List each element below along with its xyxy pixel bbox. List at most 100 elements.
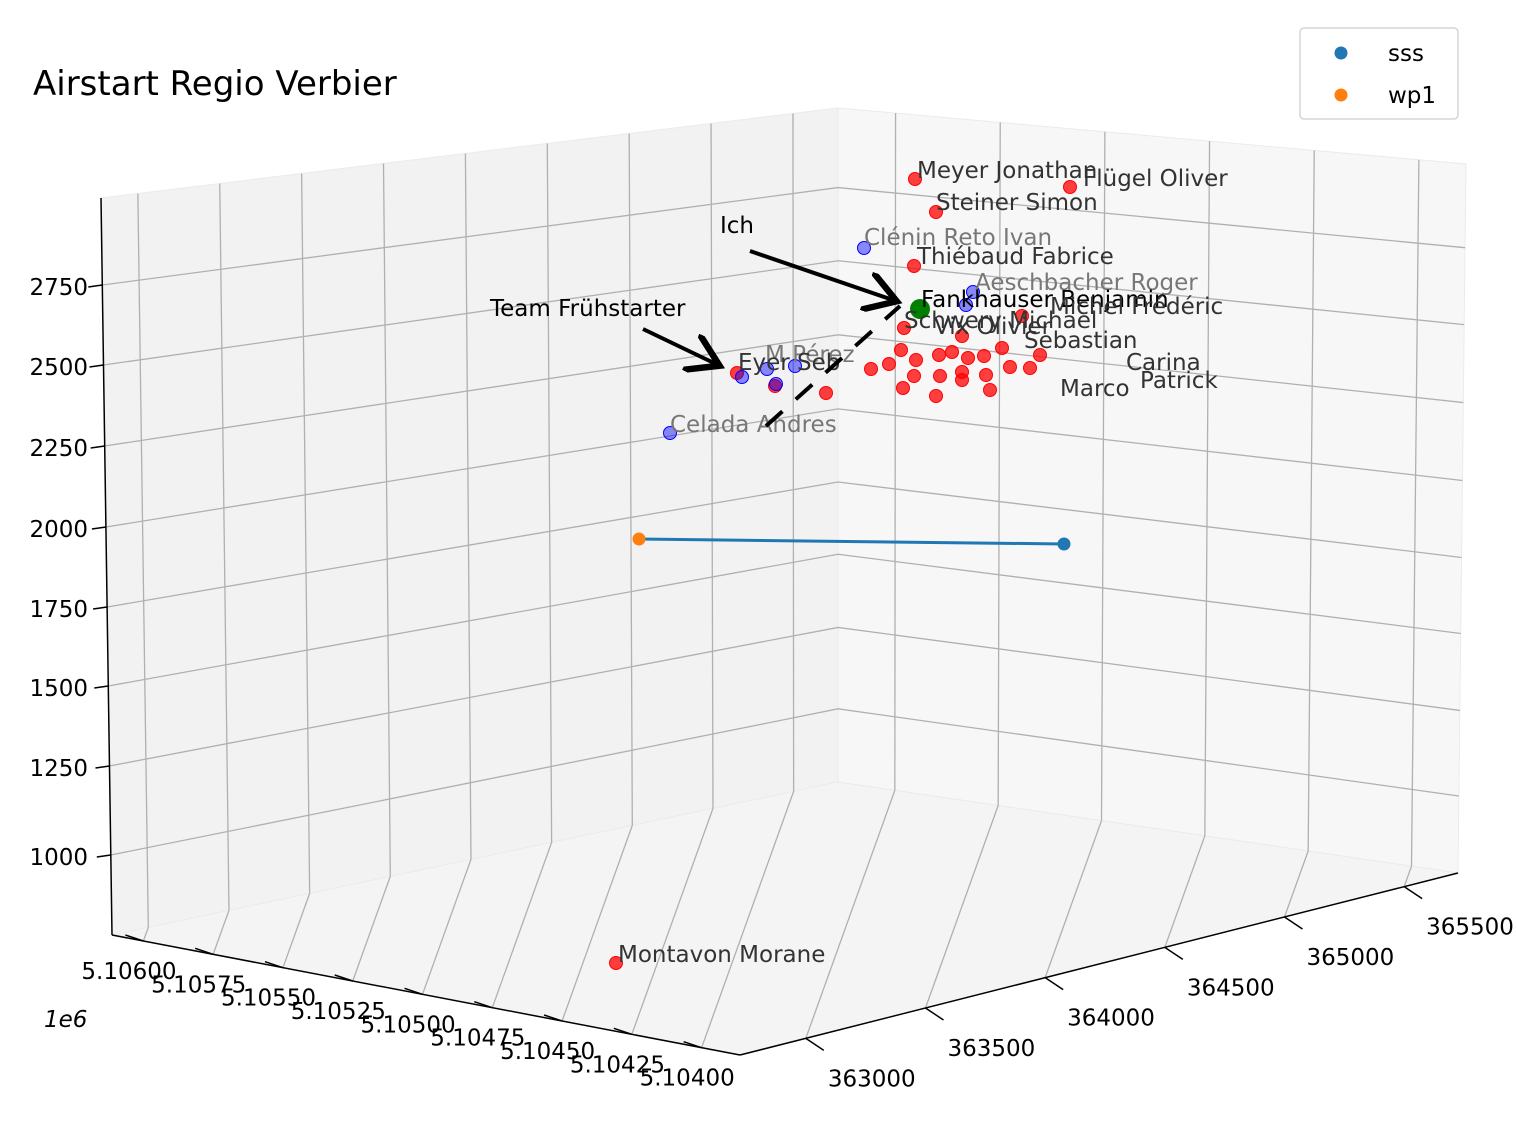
z-gridline (109, 626, 1460, 767)
z-tick-mark (95, 765, 110, 769)
x-tick-mark (805, 1037, 825, 1051)
y-gridline (382, 163, 391, 877)
x-gridline (997, 122, 1001, 806)
x-tick-label: 365000 (1306, 945, 1394, 971)
offset-label: 1e6 (44, 1007, 87, 1033)
legend-label-wp1: wp1 (1388, 83, 1436, 109)
pilot-points (609, 172, 1077, 970)
y-axis-line (111, 934, 741, 1056)
pilot-label: Vix Olivier (934, 314, 1052, 340)
y-tick-label: 5.10425 (570, 1052, 665, 1078)
y-gridline (792, 113, 795, 792)
y-gridline (628, 133, 633, 826)
grid-lines (102, 113, 1466, 1048)
pilot-label: Thiébaud Fabrice (916, 244, 1114, 270)
y-gridline (464, 153, 472, 860)
pilot-point (945, 345, 959, 359)
x-floor-gridline (1283, 850, 1309, 918)
pilot-label: Sebastian (1024, 328, 1138, 354)
pilot-label: Patrick (1140, 368, 1218, 394)
z-tick-label: 1750 (29, 597, 88, 623)
pilot-label: Michel Frédéric (1050, 294, 1223, 320)
pilot-point (819, 386, 833, 400)
annotation-ich-arrow (749, 249, 893, 300)
z-tick-label: 2500 (29, 355, 88, 381)
z-tick-mark (90, 445, 105, 449)
pilot-point (961, 351, 975, 365)
x-floor-gridline (924, 805, 999, 1009)
y-gridline (546, 143, 553, 843)
team-point (735, 370, 749, 384)
pilot-point (1063, 180, 1077, 194)
y-tick-label: 5.10400 (640, 1066, 735, 1092)
legend-marker-sss (1334, 46, 1348, 60)
back-right-pane (837, 107, 1467, 874)
annotation-team-fruehstarter: Team Frühstarter (489, 296, 686, 322)
team-point (769, 377, 783, 391)
y-gridline (219, 183, 230, 911)
pilot-label: M Pérez (765, 342, 855, 368)
pilot-point (897, 321, 911, 335)
z-tick-mark (91, 526, 107, 530)
tick-labels: 1000 1250 1500 1750 2000 2250 2500 2750 363000 36… (29, 275, 1514, 1092)
y-gridline (710, 123, 714, 809)
z-tick-mark (88, 284, 103, 288)
pilot-point (864, 362, 878, 376)
pilot-label: Eyer Seb (738, 350, 840, 376)
me-point (910, 299, 930, 319)
z-gridline (104, 334, 1464, 447)
y-floor-gridline (491, 842, 553, 1008)
route-line (638, 537, 1065, 546)
y-floor-gridline (352, 876, 391, 982)
y-tick-label: 5.10600 (81, 959, 176, 985)
legend: sss wp1 (1299, 27, 1459, 120)
x-tick-mark (1164, 946, 1184, 960)
x-tick-label: 363500 (947, 1036, 1035, 1062)
z-tick-label: 2750 (29, 275, 88, 301)
x-tick-mark (1403, 886, 1423, 900)
axes (88, 197, 1459, 1056)
pilot-point (907, 259, 921, 273)
x-floor-gridline (805, 790, 896, 1039)
x-gridline (1204, 141, 1211, 836)
y-tick-label: 5.10525 (291, 999, 386, 1025)
x-axis-line (739, 872, 1459, 1056)
pilot-label: Meyer Jonathan (917, 158, 1097, 184)
z-tick-label: 2000 (29, 517, 88, 543)
pilot-point (908, 172, 922, 186)
team-point (663, 426, 677, 440)
z-tick-mark (92, 606, 108, 610)
team-point (788, 359, 802, 373)
z-gridline (102, 186, 1466, 286)
pilot-point (896, 381, 910, 395)
x-tick-label: 365500 (1426, 915, 1514, 941)
pilot-label: Celada Andres (670, 412, 837, 438)
pilot-point (955, 329, 969, 343)
y-floor-gridline (561, 825, 633, 1022)
pilot-point (955, 373, 969, 387)
z-gridline (110, 708, 1459, 856)
y-gridline (300, 173, 311, 894)
y-floor-gridline (631, 808, 714, 1035)
team-point (857, 241, 871, 255)
z-tick-mark (96, 854, 111, 858)
chart-title: Airstart Regio Verbier (33, 64, 397, 104)
y-gridline (137, 193, 149, 928)
x-tick-mark (1044, 977, 1064, 991)
z-tick-label: 1250 (29, 756, 88, 782)
pilot-point (932, 348, 946, 362)
pilot-point (933, 369, 947, 383)
pilot-label: Aeschbacher Roger (975, 270, 1198, 296)
pilot-point (907, 369, 921, 383)
pilot-label: Steiner Simon (936, 190, 1098, 216)
x-gridline (894, 113, 897, 791)
x-floor-gridline (1164, 835, 1206, 948)
z-axis-line (100, 197, 113, 936)
pilot-label: Marco (1060, 376, 1130, 402)
x-tick-mark (925, 1007, 944, 1021)
z-gridline (108, 553, 1461, 687)
pilot-label: Clénin Reto Ivan (864, 225, 1052, 251)
team-point (966, 285, 980, 299)
pilot-point (609, 956, 623, 970)
